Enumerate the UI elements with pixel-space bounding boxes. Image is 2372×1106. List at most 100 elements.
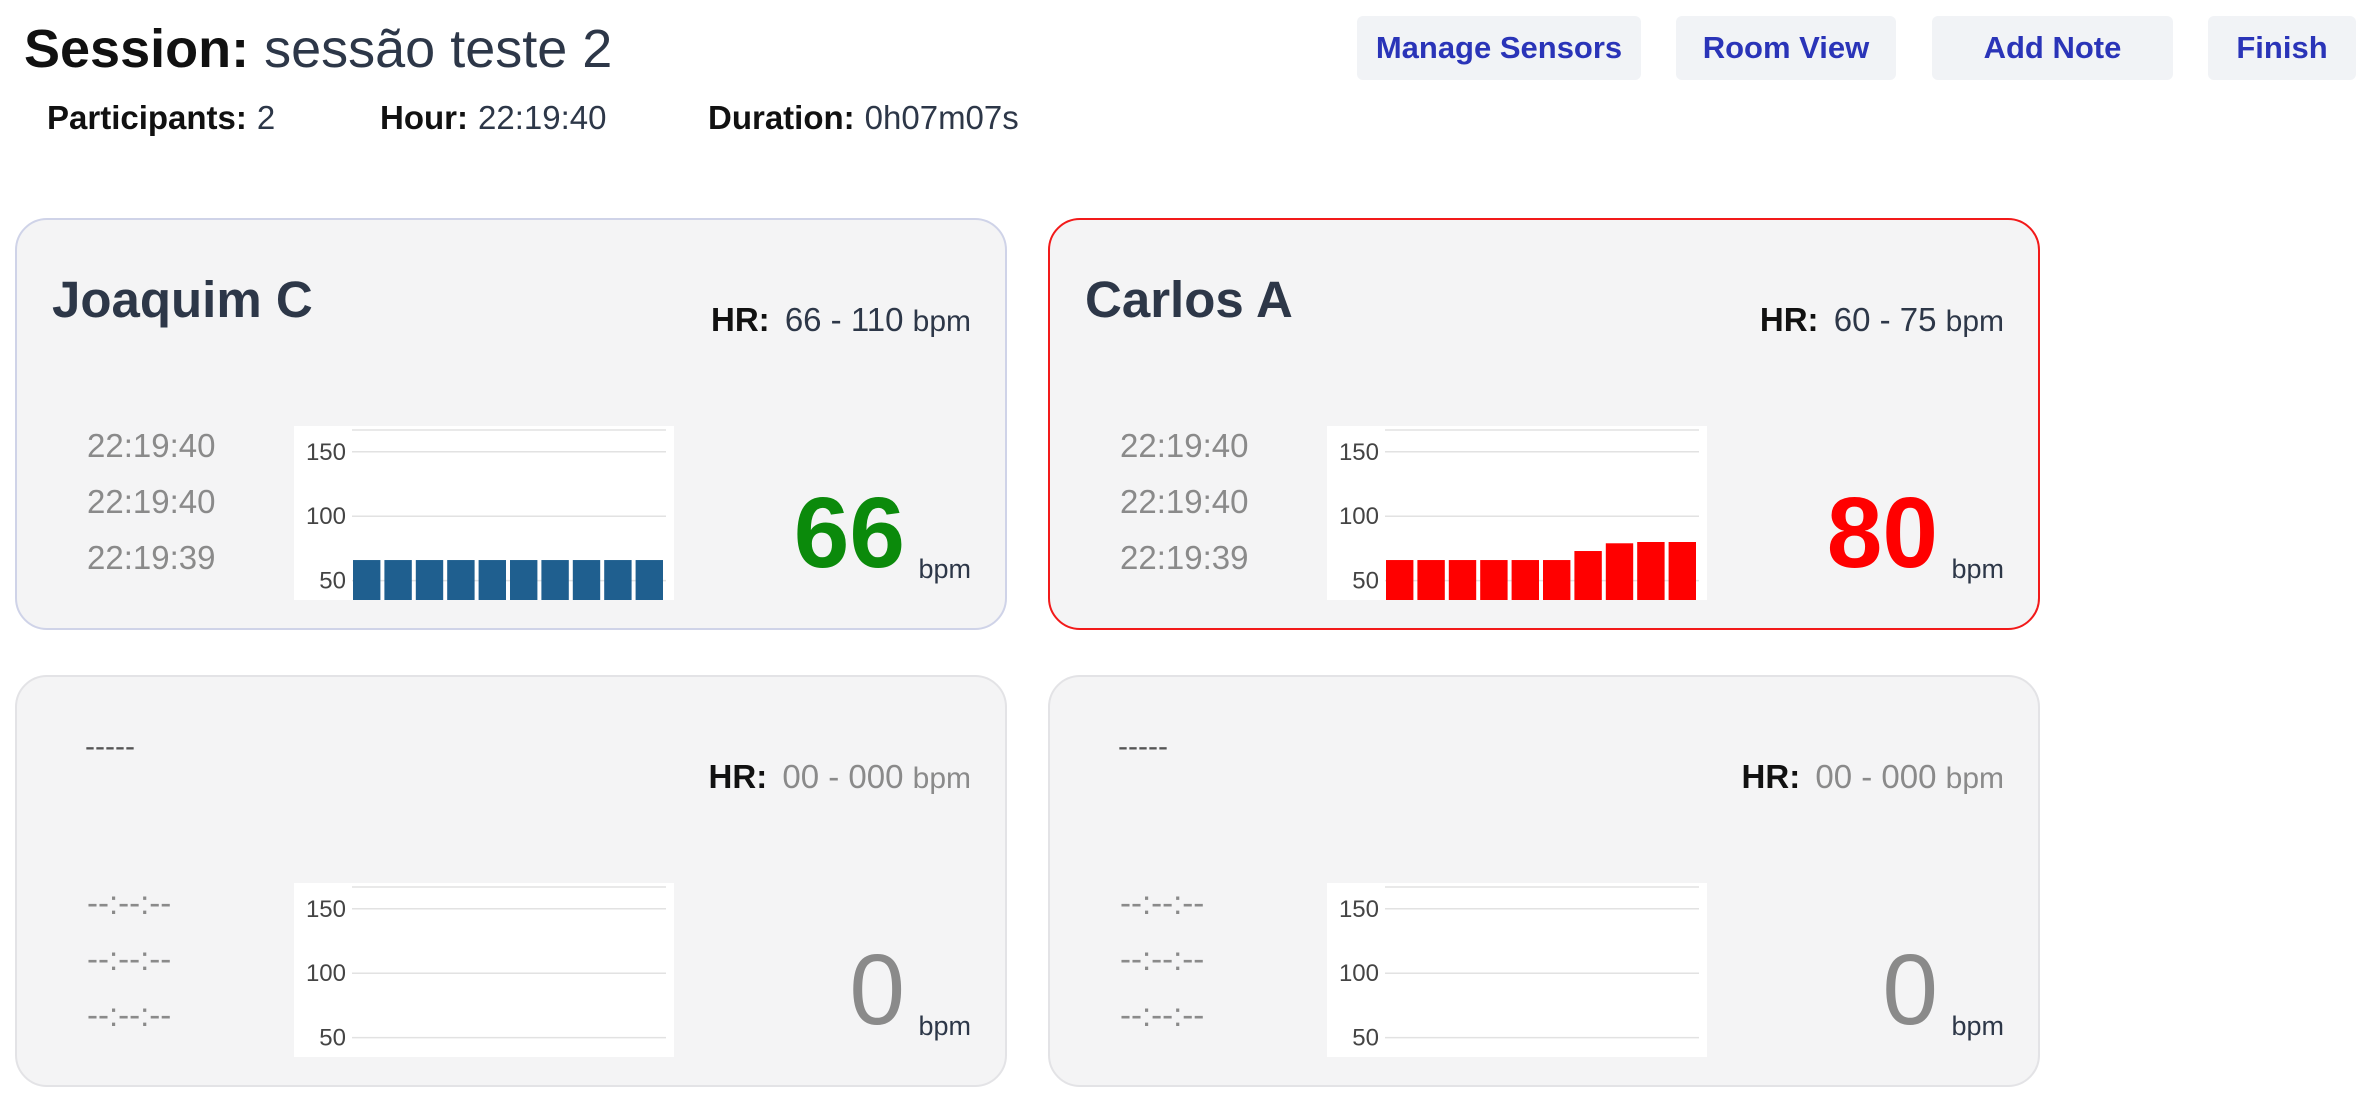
heart-rate-bar [541,560,569,600]
y-tick-label: 150 [1339,896,1379,923]
heart-rate-bar [1543,560,1571,600]
timestamp-list: --:--:-- --:--:-- --:--:-- [1120,875,1204,1043]
timestamp: --:--:-- [87,884,172,921]
add-note-button[interactable]: Add Note [1932,16,2173,80]
heart-rate-bar [353,560,381,600]
heart-rate-bar [1448,560,1477,600]
timestamp: 22:19:39 [87,539,216,576]
heart-rate-bar [415,560,444,600]
timestamp: 22:19:40 [1120,483,1249,520]
heart-rate-bar [1511,560,1539,600]
heart-rate-mini-chart: 50 100 150 [1327,426,1707,600]
duration-info: Duration: 0h07m07s [708,96,1019,140]
y-tick-label: 50 [319,568,346,595]
room-view-button[interactable]: Room View [1676,16,1896,80]
hr-range-unit: bpm [1945,305,2004,338]
heart-rate-bar [1386,560,1414,600]
y-tick-label: 50 [319,1025,346,1052]
heart-rate-unit: bpm [1951,554,2004,584]
empty-participant-card[interactable]: ----- HR: 00 - 000 bpm --:--:-- --:--:--… [15,675,1007,1087]
hr-range-unit: bpm [1945,762,2004,795]
manage-sensors-button[interactable]: Manage Sensors [1357,16,1641,80]
hour-label: Hour: [380,99,468,136]
hr-label: HR: [1741,758,1801,795]
heart-rate-value: 66 [793,477,905,589]
heart-rate-bar [1605,543,1634,600]
timestamp: 22:19:39 [1120,539,1249,576]
heart-rate-value: 80 [1826,477,1938,589]
hour-info: Hour: 22:19:40 [380,96,606,140]
participants-info: Participants: 2 [47,96,275,140]
hour-value: 22:19:40 [477,99,607,136]
heart-rate-bar [1480,560,1508,600]
session-name: sessão teste 2 [264,19,613,79]
timestamp: 22:19:40 [87,427,216,464]
participant-name: ----- [85,730,135,763]
timestamp-list: 22:19:40 22:19:40 22:19:39 [87,418,215,586]
timestamp: --:--:-- [1120,940,1205,977]
session-label: Session: [24,19,250,79]
timestamp: 22:19:40 [87,483,216,520]
timestamp-list: --:--:-- --:--:-- --:--:-- [87,875,171,1043]
y-tick-label: 150 [306,896,346,923]
y-tick-label: 150 [306,439,346,466]
hr-range: HR: 60 - 75 bpm [1760,298,2004,344]
heart-rate-mini-chart: 50 100 150 [294,883,674,1057]
duration-value: 0h07m07s [864,99,1019,136]
heart-rate-value: 0 [849,934,905,1046]
heart-rate-bar [1417,560,1445,600]
hr-range-unit: bpm [912,762,971,795]
heart-rate-bar [635,560,663,600]
heart-rate-bar [1574,551,1602,600]
heart-rate-bar [510,560,538,600]
empty-participant-card[interactable]: ----- HR: 00 - 000 bpm --:--:-- --:--:--… [1048,675,2040,1087]
heart-rate-unit: bpm [918,1011,971,1041]
participants-label: Participants: [47,99,247,136]
timestamp: --:--:-- [1120,884,1205,921]
timestamp-list: 22:19:40 22:19:40 22:19:39 [1120,418,1248,586]
finish-button[interactable]: Finish [2208,16,2356,80]
hr-range-value: 00 - 000 [782,758,904,795]
y-tick-label: 100 [306,960,346,987]
hr-label: HR: [1759,301,1819,338]
y-tick-label: 50 [1352,1025,1379,1052]
participant-name: Joaquim C [52,271,313,328]
heart-rate-value: 0 [1882,934,1938,1046]
hr-label: HR: [708,758,768,795]
heart-rate-mini-chart: 50 100 150 [294,426,674,600]
participant-card[interactable]: Carlos A HR: 60 - 75 bpm 22:19:40 22:19:… [1048,218,2040,630]
heart-rate-bar [447,560,475,600]
session-title: Session: sessão teste 2 [24,14,612,84]
y-tick-label: 100 [1339,503,1379,530]
heart-rate-unit: bpm [918,554,971,584]
duration-label: Duration: [708,99,855,136]
y-tick-label: 150 [1339,439,1379,466]
hr-range-value: 60 - 75 [1833,301,1937,338]
heart-rate-bar [478,560,506,600]
timestamp: --:--:-- [87,996,172,1033]
heart-rate-bar [384,560,412,600]
participant-name: ----- [1118,730,1168,763]
y-tick-label: 100 [1339,960,1379,987]
heart-rate-bar [1668,542,1696,600]
hr-range: HR: 00 - 000 bpm [709,755,971,801]
heart-rate-bar [572,560,601,600]
hr-range-unit: bpm [912,305,971,338]
hr-label: HR: [710,301,770,338]
heart-rate-mini-chart: 50 100 150 [1327,883,1707,1057]
hr-range-value: 66 - 110 [784,301,904,338]
timestamp: 22:19:40 [1120,427,1249,464]
heart-rate-bar [1637,542,1665,600]
hr-range: HR: 00 - 000 bpm [1742,755,2004,801]
timestamp: --:--:-- [87,940,172,977]
heart-rate-unit: bpm [1951,1011,2004,1041]
participant-card[interactable]: Joaquim C HR: 66 - 110 bpm 22:19:40 22:1… [15,218,1007,630]
hr-range: HR: 66 - 110 bpm [711,298,971,344]
hr-range-value: 00 - 000 [1815,758,1937,795]
y-tick-label: 100 [306,503,346,530]
timestamp: --:--:-- [1120,996,1205,1033]
participant-name: Carlos A [1085,271,1293,328]
y-tick-label: 50 [1352,568,1379,595]
heart-rate-bar [604,560,632,600]
participants-value: 2 [256,99,276,136]
